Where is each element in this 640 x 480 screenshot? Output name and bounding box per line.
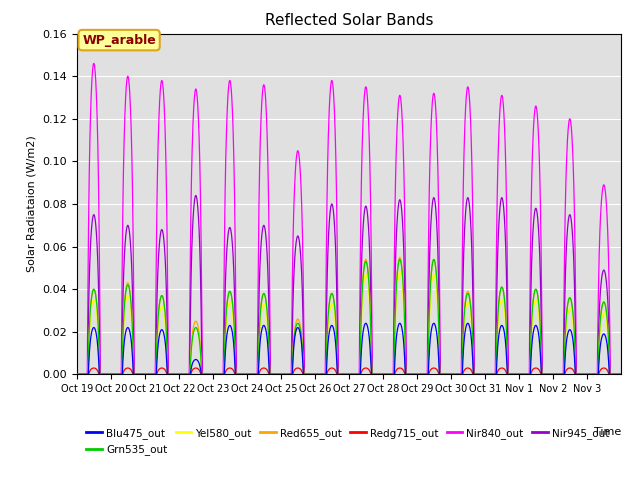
Grn535_out bbox=[184, 372, 192, 377]
Nir945_out bbox=[184, 372, 192, 377]
Line: Nir945_out: Nir945_out bbox=[77, 195, 621, 374]
Yel580_out bbox=[617, 372, 625, 377]
Text: Time: Time bbox=[593, 427, 621, 437]
Redg715_out bbox=[611, 372, 619, 377]
Red655_out bbox=[611, 372, 619, 377]
Yel580_out bbox=[611, 372, 619, 377]
Yel580_out bbox=[502, 318, 509, 324]
Blu475_out bbox=[467, 330, 474, 336]
Nir945_out bbox=[611, 372, 619, 377]
Redg715_out bbox=[534, 366, 542, 372]
Yel580_out bbox=[73, 372, 81, 377]
Nir840_out bbox=[419, 372, 426, 377]
Red655_out bbox=[184, 372, 192, 377]
Y-axis label: Solar Radiataion (W/m2): Solar Radiataion (W/m2) bbox=[27, 136, 36, 272]
Yel580_out bbox=[467, 312, 474, 317]
Yel580_out bbox=[73, 372, 81, 377]
Nir945_out bbox=[617, 372, 625, 377]
Grn535_out bbox=[611, 372, 619, 377]
Legend: Blu475_out, Grn535_out, Yel580_out, Red655_out, Redg715_out, Nir840_out, Nir945_: Blu475_out, Grn535_out, Yel580_out, Red6… bbox=[82, 424, 613, 459]
Red655_out bbox=[83, 372, 91, 377]
Redg715_out bbox=[502, 367, 509, 373]
Nir840_out bbox=[611, 372, 619, 377]
Nir945_out bbox=[192, 192, 200, 198]
Grn535_out bbox=[83, 372, 91, 377]
Line: Redg715_out: Redg715_out bbox=[77, 368, 621, 374]
Red655_out bbox=[502, 307, 509, 312]
Line: Grn535_out: Grn535_out bbox=[77, 259, 621, 374]
Line: Red655_out: Red655_out bbox=[77, 257, 621, 374]
Grn535_out bbox=[419, 372, 426, 377]
Yel580_out bbox=[396, 269, 404, 275]
Nir840_out bbox=[534, 120, 541, 125]
Blu475_out bbox=[502, 337, 509, 343]
Red655_out bbox=[73, 372, 81, 377]
Nir945_out bbox=[73, 372, 81, 377]
Redg715_out bbox=[185, 372, 193, 377]
Blu475_out bbox=[534, 328, 542, 334]
Grn535_out bbox=[467, 303, 474, 309]
Red655_out bbox=[534, 294, 542, 300]
Nir840_out bbox=[617, 372, 625, 377]
Grn535_out bbox=[73, 372, 81, 377]
Grn535_out bbox=[502, 307, 509, 312]
Blu475_out bbox=[464, 321, 472, 326]
Blu475_out bbox=[184, 372, 192, 377]
Line: Yel580_out: Yel580_out bbox=[77, 272, 621, 374]
Blu475_out bbox=[419, 372, 426, 377]
Nir840_out bbox=[73, 372, 81, 377]
Nir840_out bbox=[90, 60, 98, 66]
Nir945_out bbox=[534, 219, 542, 225]
Redg715_out bbox=[73, 372, 81, 377]
Red655_out bbox=[396, 254, 404, 260]
Nir945_out bbox=[502, 234, 509, 240]
Nir840_out bbox=[467, 115, 474, 121]
Grn535_out bbox=[534, 294, 542, 300]
Nir945_out bbox=[81, 372, 89, 377]
Line: Blu475_out: Blu475_out bbox=[77, 324, 621, 374]
Yel580_out bbox=[184, 372, 192, 377]
Nir945_out bbox=[467, 219, 474, 225]
Red655_out bbox=[419, 372, 426, 377]
Grn535_out bbox=[617, 372, 625, 377]
Redg715_out bbox=[75, 372, 83, 377]
Blu475_out bbox=[74, 372, 81, 377]
Nir840_out bbox=[501, 142, 509, 147]
Blu475_out bbox=[617, 372, 625, 377]
Line: Nir840_out: Nir840_out bbox=[77, 63, 621, 374]
Text: WP_arable: WP_arable bbox=[82, 34, 156, 47]
Grn535_out bbox=[430, 256, 438, 262]
Redg715_out bbox=[419, 372, 426, 377]
Redg715_out bbox=[617, 372, 625, 377]
Nir840_out bbox=[611, 372, 619, 377]
Nir945_out bbox=[419, 372, 426, 377]
Title: Reflected Solar Bands: Reflected Solar Bands bbox=[264, 13, 433, 28]
Blu475_out bbox=[73, 372, 81, 377]
Yel580_out bbox=[534, 304, 542, 310]
Redg715_out bbox=[467, 367, 474, 372]
Red655_out bbox=[617, 372, 625, 377]
Blu475_out bbox=[611, 372, 619, 377]
Yel580_out bbox=[419, 372, 426, 377]
Nir840_out bbox=[184, 372, 192, 377]
Redg715_out bbox=[90, 365, 98, 371]
Red655_out bbox=[467, 301, 474, 307]
